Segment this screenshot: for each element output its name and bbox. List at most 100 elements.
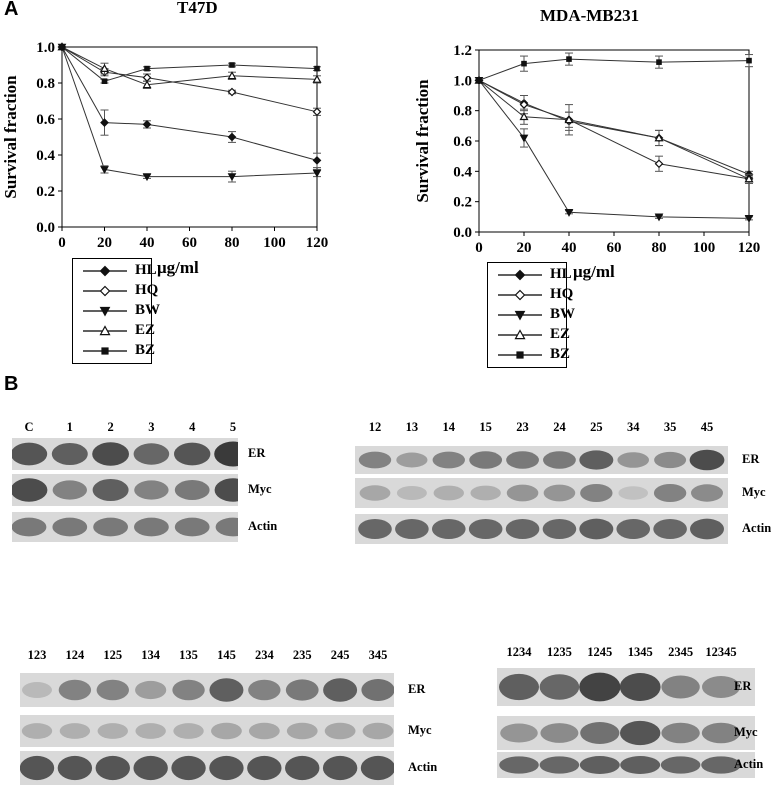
- data-point-bz: [59, 44, 65, 50]
- band-myc: [173, 723, 204, 739]
- data-point-ez: [99, 63, 110, 73]
- band-er: [96, 679, 129, 701]
- legend-label: BZ: [135, 342, 156, 358]
- data-point-ez: [564, 115, 574, 124]
- band-myc: [248, 722, 280, 740]
- lane-label: 24: [553, 420, 566, 434]
- data-point-bw: [312, 169, 322, 178]
- band-myc: [286, 722, 318, 740]
- y-tick-label: 0.8: [36, 76, 55, 92]
- band-actin: [499, 756, 539, 774]
- band-er: [702, 675, 740, 699]
- legend-marker-ez: [99, 325, 111, 336]
- legend-item-hq: HQ: [488, 285, 573, 305]
- band-actin: [322, 755, 358, 781]
- blot-image: [12, 438, 238, 542]
- band-myc: [134, 480, 169, 500]
- band-er: [619, 673, 661, 701]
- blot-image: [355, 446, 728, 544]
- band-myc: [653, 483, 687, 503]
- band-actin: [52, 517, 88, 537]
- band-er: [323, 678, 358, 702]
- data-point-bz: [566, 56, 572, 62]
- band-er: [133, 443, 170, 465]
- data-point-bw: [100, 166, 109, 174]
- band-er: [58, 679, 92, 701]
- lane-label: 5: [229, 420, 237, 434]
- band-actin: [660, 756, 701, 774]
- band-er: [506, 451, 539, 469]
- y-tick-label: 0.2: [36, 184, 55, 200]
- band-actin: [133, 755, 168, 781]
- band-er: [499, 673, 539, 701]
- lane-label: 23: [516, 420, 529, 434]
- chart-title-t47d: T47D: [177, 0, 218, 17]
- band-actin: [20, 755, 55, 781]
- band-actin: [285, 755, 320, 781]
- band-myc: [324, 722, 356, 740]
- band-actin: [57, 755, 93, 781]
- chart-title-mda: MDA-MB231: [540, 6, 640, 25]
- panel-label-a: A: [4, 0, 19, 20]
- band-label: ER: [742, 452, 760, 466]
- band-er: [689, 449, 725, 471]
- legend-swatch: [83, 306, 127, 317]
- band-actin: [395, 518, 429, 540]
- band-myc: [97, 723, 128, 739]
- data-point-bz: [144, 65, 150, 72]
- data-point-bw: [564, 208, 574, 217]
- lane-label: 12: [368, 420, 382, 434]
- x-tick-label: 20: [517, 240, 532, 256]
- band-label: Actin: [408, 760, 438, 774]
- band-actin: [616, 518, 651, 540]
- band-er: [432, 451, 465, 469]
- band-er: [12, 442, 48, 466]
- band-myc: [362, 722, 394, 740]
- band-er: [539, 674, 580, 700]
- legend-swatch: [83, 285, 127, 297]
- band-er: [469, 451, 503, 469]
- lane-label: 1245: [587, 645, 613, 659]
- band-er: [174, 442, 211, 466]
- band-label: Myc: [248, 482, 272, 496]
- data-point-bw: [519, 134, 529, 143]
- band-er: [358, 451, 392, 469]
- band-actin: [174, 517, 210, 537]
- band-er: [22, 682, 52, 698]
- band-actin: [247, 755, 282, 781]
- legend-item-hq: HQ: [73, 281, 158, 301]
- band-myc: [211, 722, 242, 740]
- plot-frame: [61, 46, 318, 228]
- band-label: Actin: [734, 757, 764, 771]
- data-point-bz: [101, 78, 108, 84]
- legend-swatch: [83, 325, 127, 336]
- band-actin: [12, 517, 47, 537]
- data-point-bz: [746, 57, 752, 64]
- band-er: [543, 451, 576, 469]
- band-label: Myc: [742, 485, 766, 499]
- band-er: [361, 679, 394, 701]
- legend-swatch: [498, 269, 542, 281]
- data-point-bz: [656, 59, 662, 65]
- band-er: [92, 442, 129, 466]
- lane-label: 124: [65, 648, 85, 662]
- lane-label: 25: [590, 420, 603, 434]
- band-er: [172, 679, 205, 701]
- band-myc: [540, 723, 579, 743]
- band-actin: [539, 756, 580, 774]
- band-actin: [171, 755, 206, 781]
- band-label: ER: [734, 679, 752, 693]
- band-actin: [93, 517, 128, 537]
- data-point-hl: [142, 120, 152, 129]
- lane-label: 1345: [627, 645, 653, 659]
- series-line-ez: [61, 46, 318, 86]
- x-tick-label: 40: [562, 240, 577, 256]
- lane-label: 1235: [546, 645, 572, 659]
- series-line-hl: [61, 46, 318, 161]
- x-tick-label: 0: [58, 235, 66, 251]
- legend-marker-bw: [514, 310, 526, 321]
- y-tick-label: 0.0: [453, 225, 472, 241]
- legend-item-ez: EZ: [73, 321, 155, 341]
- x-tick-label: 60: [607, 240, 622, 256]
- data-point-bz: [476, 77, 482, 84]
